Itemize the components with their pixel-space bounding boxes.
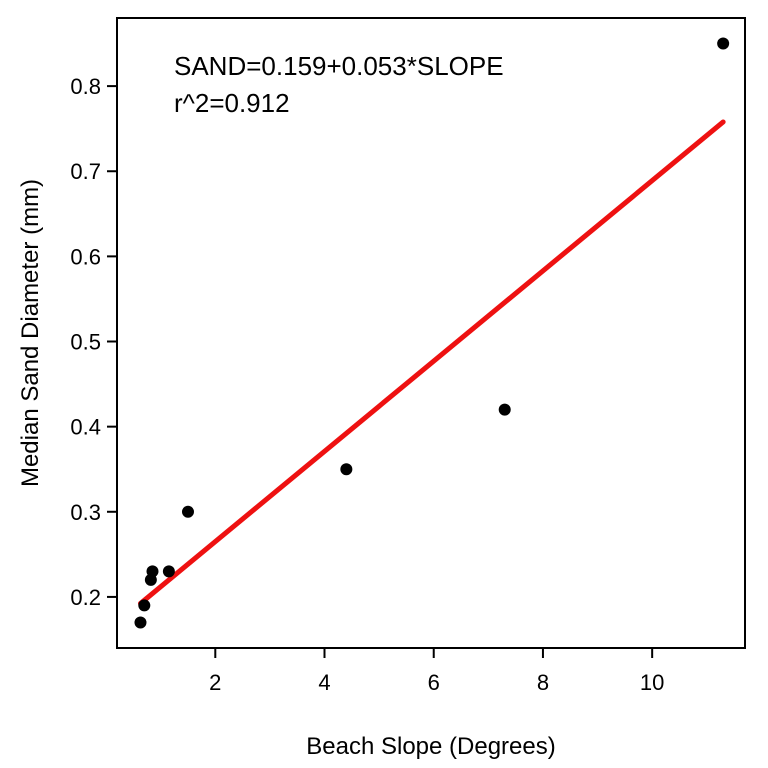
x-tick-label: 8 [537,670,549,695]
y-axis-title: Median Sand Diameter (mm) [17,179,44,487]
y-tick-label: 0.5 [70,330,101,355]
x-tick-label: 6 [428,670,440,695]
data-point [146,565,159,578]
data-point [498,403,511,416]
data-point [181,505,194,518]
plot-frame [116,17,746,649]
data-point [717,37,730,50]
y-tick-label: 0.7 [70,159,101,184]
data-points [134,37,730,629]
x-tick-label: 2 [209,670,221,695]
data-point [162,565,175,578]
y-tick-label: 0.6 [70,244,101,269]
y-tick-label: 0.2 [70,585,101,610]
x-tick-label: 4 [318,670,330,695]
data-point [138,599,151,612]
y-tick-label: 0.3 [70,500,101,525]
x-axis: 2 4 6 8 10 [209,648,664,695]
x-axis-title: Beach Slope (Degrees) [306,733,555,760]
annotation-equation: SAND=0.159+0.053*SLOPE [174,51,504,81]
annotation-r-squared: r^2=0.912 [174,88,290,118]
y-tick-label: 0.8 [70,74,101,99]
x-tick-label: 10 [640,670,664,695]
regression-line-layer [137,119,726,606]
regression-line [137,119,726,606]
y-tick-label: 0.4 [70,415,101,440]
data-point [134,616,147,629]
y-axis: 0.2 0.3 0.4 0.5 0.6 0.7 0.8 [70,74,117,610]
data-point [340,463,353,476]
